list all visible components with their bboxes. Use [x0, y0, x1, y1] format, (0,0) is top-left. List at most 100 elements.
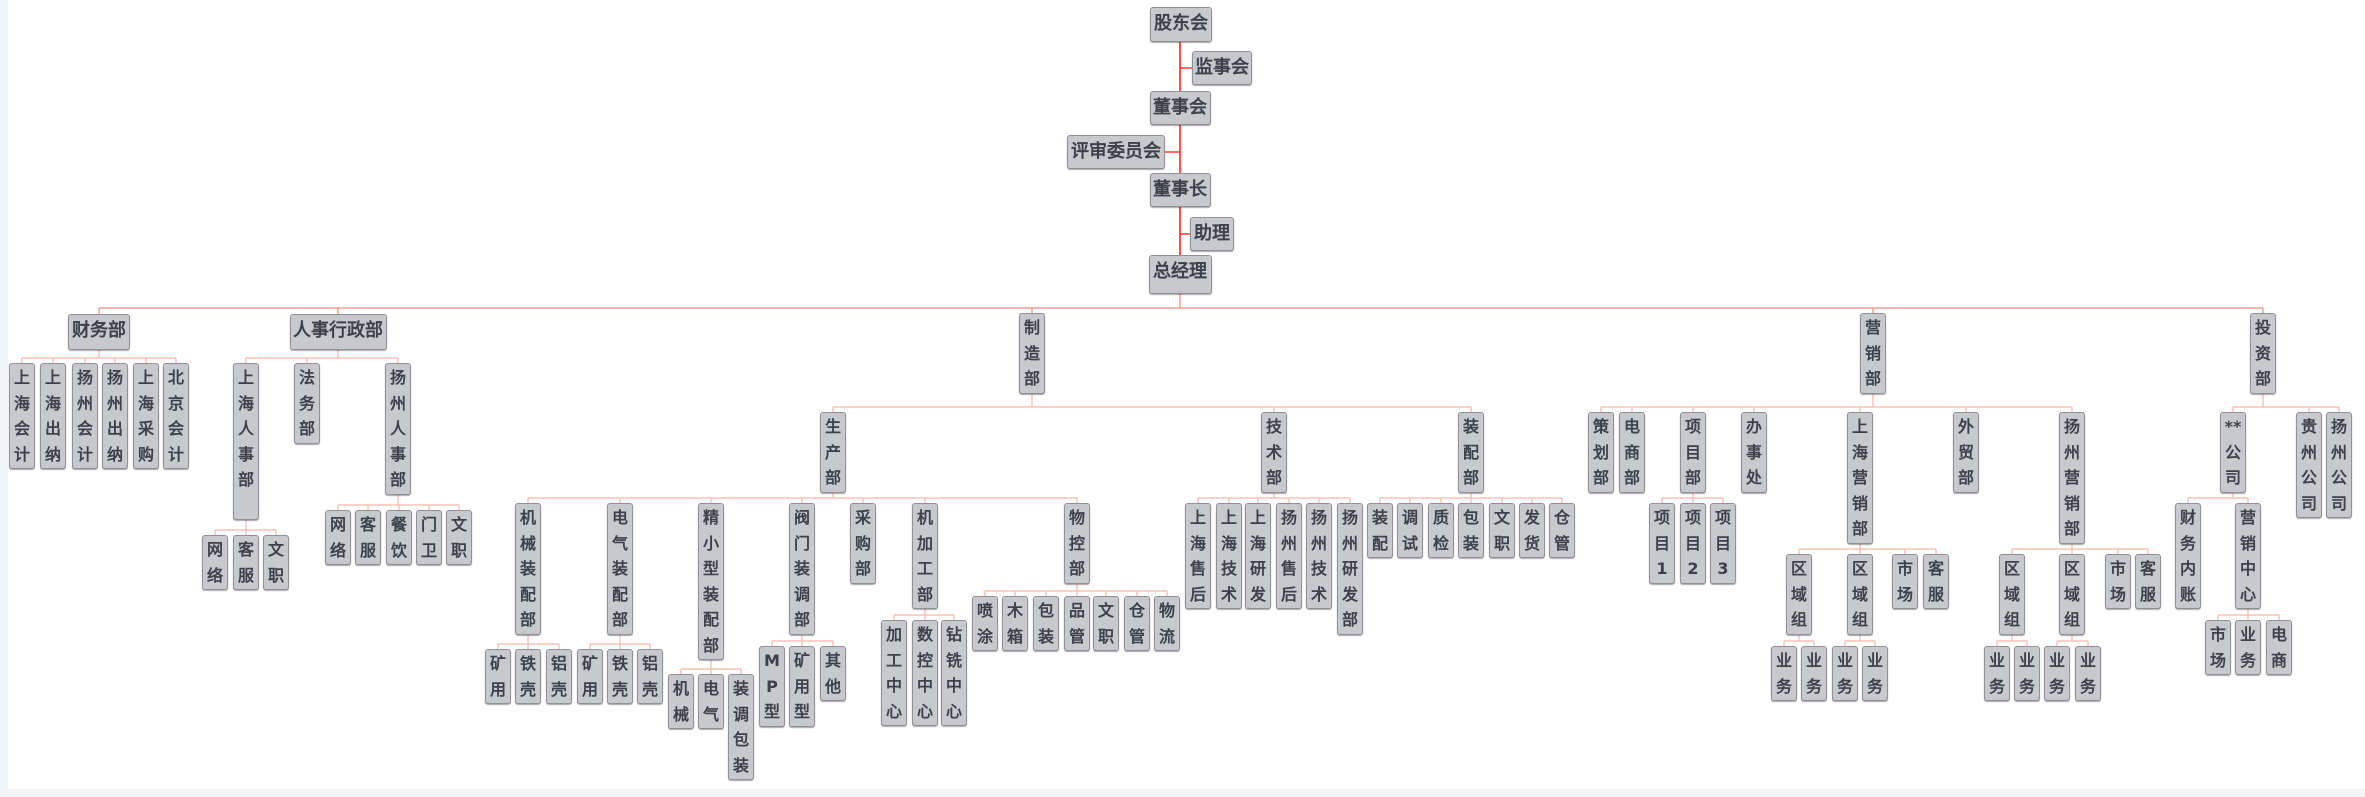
org-node[interactable]: 上海研发	[1245, 503, 1271, 609]
org-node[interactable]: 上海出纳	[40, 363, 66, 469]
org-node[interactable]: 市场	[2105, 554, 2131, 609]
org-node[interactable]: 装配	[1367, 503, 1393, 558]
org-node[interactable]: 上海技术	[1216, 503, 1242, 609]
org-node[interactable]: 董事长	[1149, 173, 1211, 207]
org-node[interactable]: 仓管	[1124, 596, 1150, 651]
org-node[interactable]: 客服	[1923, 554, 1949, 609]
org-node[interactable]: 门卫	[416, 510, 442, 565]
org-node[interactable]: 人事行政部	[289, 314, 387, 350]
org-node[interactable]: 业务	[1984, 646, 2010, 701]
org-node[interactable]: 调试	[1397, 503, 1423, 558]
org-node[interactable]: 餐饮	[386, 510, 412, 565]
org-node[interactable]: 业务	[2014, 646, 2040, 701]
org-node[interactable]: 业务	[1832, 646, 1858, 701]
org-node[interactable]: 发货	[1519, 503, 1545, 558]
org-node[interactable]: 数控中心	[912, 620, 938, 726]
org-node[interactable]: 客服	[233, 535, 259, 590]
org-node[interactable]: 制造部	[1019, 313, 1045, 394]
org-node[interactable]: 矿用型	[789, 646, 815, 727]
org-node[interactable]: 采购部	[850, 503, 876, 584]
org-node[interactable]: 业务	[1862, 646, 1888, 701]
org-node[interactable]: 营销中心	[2235, 503, 2261, 609]
org-node[interactable]: 质检	[1428, 503, 1454, 558]
org-node[interactable]: 区域组	[1999, 554, 2025, 635]
org-node[interactable]: 项目1	[1649, 503, 1675, 584]
org-node[interactable]: 文职	[1093, 596, 1119, 651]
org-node[interactable]: 物控部	[1064, 503, 1090, 584]
org-node[interactable]: 矿用	[577, 649, 603, 704]
org-node[interactable]: 业务	[2235, 620, 2261, 675]
org-node[interactable]: 客服	[2135, 554, 2161, 609]
org-node[interactable]: 矿用	[485, 649, 511, 704]
org-node[interactable]: 办事处	[1741, 412, 1767, 493]
org-node[interactable]: 扬州人事部	[385, 363, 411, 495]
org-node[interactable]: 其他	[820, 646, 846, 701]
org-node[interactable]: 北京会计	[163, 363, 189, 469]
org-node[interactable]: 电气装配部	[607, 503, 633, 635]
org-node[interactable]: 铁壳	[515, 649, 541, 704]
org-node[interactable]: 贵州公司	[2296, 412, 2322, 518]
org-node[interactable]: 扬州售后	[1276, 503, 1302, 609]
org-node[interactable]: 项目部	[1680, 412, 1706, 493]
org-node[interactable]: 机加工部	[912, 503, 938, 609]
org-node[interactable]: 品管	[1064, 596, 1090, 651]
org-node[interactable]: 区域组	[1847, 554, 1873, 635]
org-node[interactable]: 扬州营销部	[2059, 412, 2085, 544]
org-node[interactable]: 包装	[1033, 596, 1059, 651]
org-node[interactable]: 文职	[446, 510, 472, 565]
org-node[interactable]: 评审委员会	[1067, 135, 1165, 169]
canvas-bottom-scrollbar[interactable]	[0, 789, 2365, 797]
org-node[interactable]: 外贸部	[1953, 412, 1979, 493]
org-node[interactable]: 上海会计	[9, 363, 35, 469]
org-node[interactable]: 网络	[325, 510, 351, 565]
org-node[interactable]: 总经理	[1148, 255, 1212, 294]
org-node[interactable]: 上海采购	[133, 363, 159, 469]
org-node[interactable]: 机械	[668, 674, 694, 729]
org-node[interactable]: 装配部	[1458, 412, 1484, 493]
org-node[interactable]: 业务	[2075, 646, 2101, 701]
org-node[interactable]: 上海售后	[1185, 503, 1211, 609]
org-node[interactable]: 市场	[2205, 620, 2231, 675]
org-node[interactable]: 生产部	[820, 412, 846, 493]
org-node[interactable]: 机械装配部	[515, 503, 541, 635]
org-node[interactable]: 上海营销部	[1847, 412, 1873, 544]
org-node[interactable]: 财务内账	[2175, 503, 2201, 609]
org-node[interactable]: 助理	[1190, 217, 1234, 251]
org-node[interactable]: 业务	[1771, 646, 1797, 701]
org-node[interactable]: 物流	[1154, 596, 1180, 651]
org-node[interactable]: 项目3	[1710, 503, 1736, 584]
org-node[interactable]: 董事会	[1149, 91, 1211, 125]
org-node[interactable]: 财务部	[68, 314, 130, 350]
org-node[interactable]: 铝壳	[546, 649, 572, 704]
org-node[interactable]: 阀门装调部	[789, 503, 815, 635]
org-node[interactable]: 铝壳	[637, 649, 663, 704]
org-node[interactable]: 精小型装配部	[698, 503, 724, 660]
org-node[interactable]: 加工中心	[881, 620, 907, 726]
org-node[interactable]: 法务部	[294, 363, 320, 444]
org-node[interactable]: 技术部	[1261, 412, 1287, 493]
org-node[interactable]: 装调包装	[728, 674, 754, 780]
org-node[interactable]: 包装	[1458, 503, 1484, 558]
org-node[interactable]: 仓管	[1549, 503, 1575, 558]
org-node[interactable]: 业务	[1801, 646, 1827, 701]
org-node[interactable]: 木箱	[1002, 596, 1028, 651]
org-node[interactable]: MP型	[759, 646, 785, 727]
org-node[interactable]: 铁壳	[607, 649, 633, 704]
org-node[interactable]: 钻铣中心	[941, 620, 967, 726]
org-node[interactable]: 投资部	[2250, 313, 2276, 394]
org-node[interactable]: 扬州技术	[1306, 503, 1332, 609]
org-node[interactable]: 扬州出纳	[102, 363, 128, 469]
org-node[interactable]: 扬州公司	[2326, 412, 2352, 518]
org-node[interactable]: 项目2	[1680, 503, 1706, 584]
org-node[interactable]: 电气	[698, 674, 724, 729]
org-node[interactable]: 文职	[263, 535, 289, 590]
org-node[interactable]: 业务	[2044, 646, 2070, 701]
org-node[interactable]: 喷涂	[972, 596, 998, 651]
org-node[interactable]: 扬州会计	[72, 363, 98, 469]
org-node[interactable]: 文职	[1489, 503, 1515, 558]
org-node-root[interactable]: 股东会	[1150, 7, 1212, 42]
org-node[interactable]: 电商	[2266, 620, 2292, 675]
org-node[interactable]: 市场	[1892, 554, 1918, 609]
org-node[interactable]: 区域组	[2059, 554, 2085, 635]
org-node[interactable]: 监事会	[1192, 51, 1252, 85]
